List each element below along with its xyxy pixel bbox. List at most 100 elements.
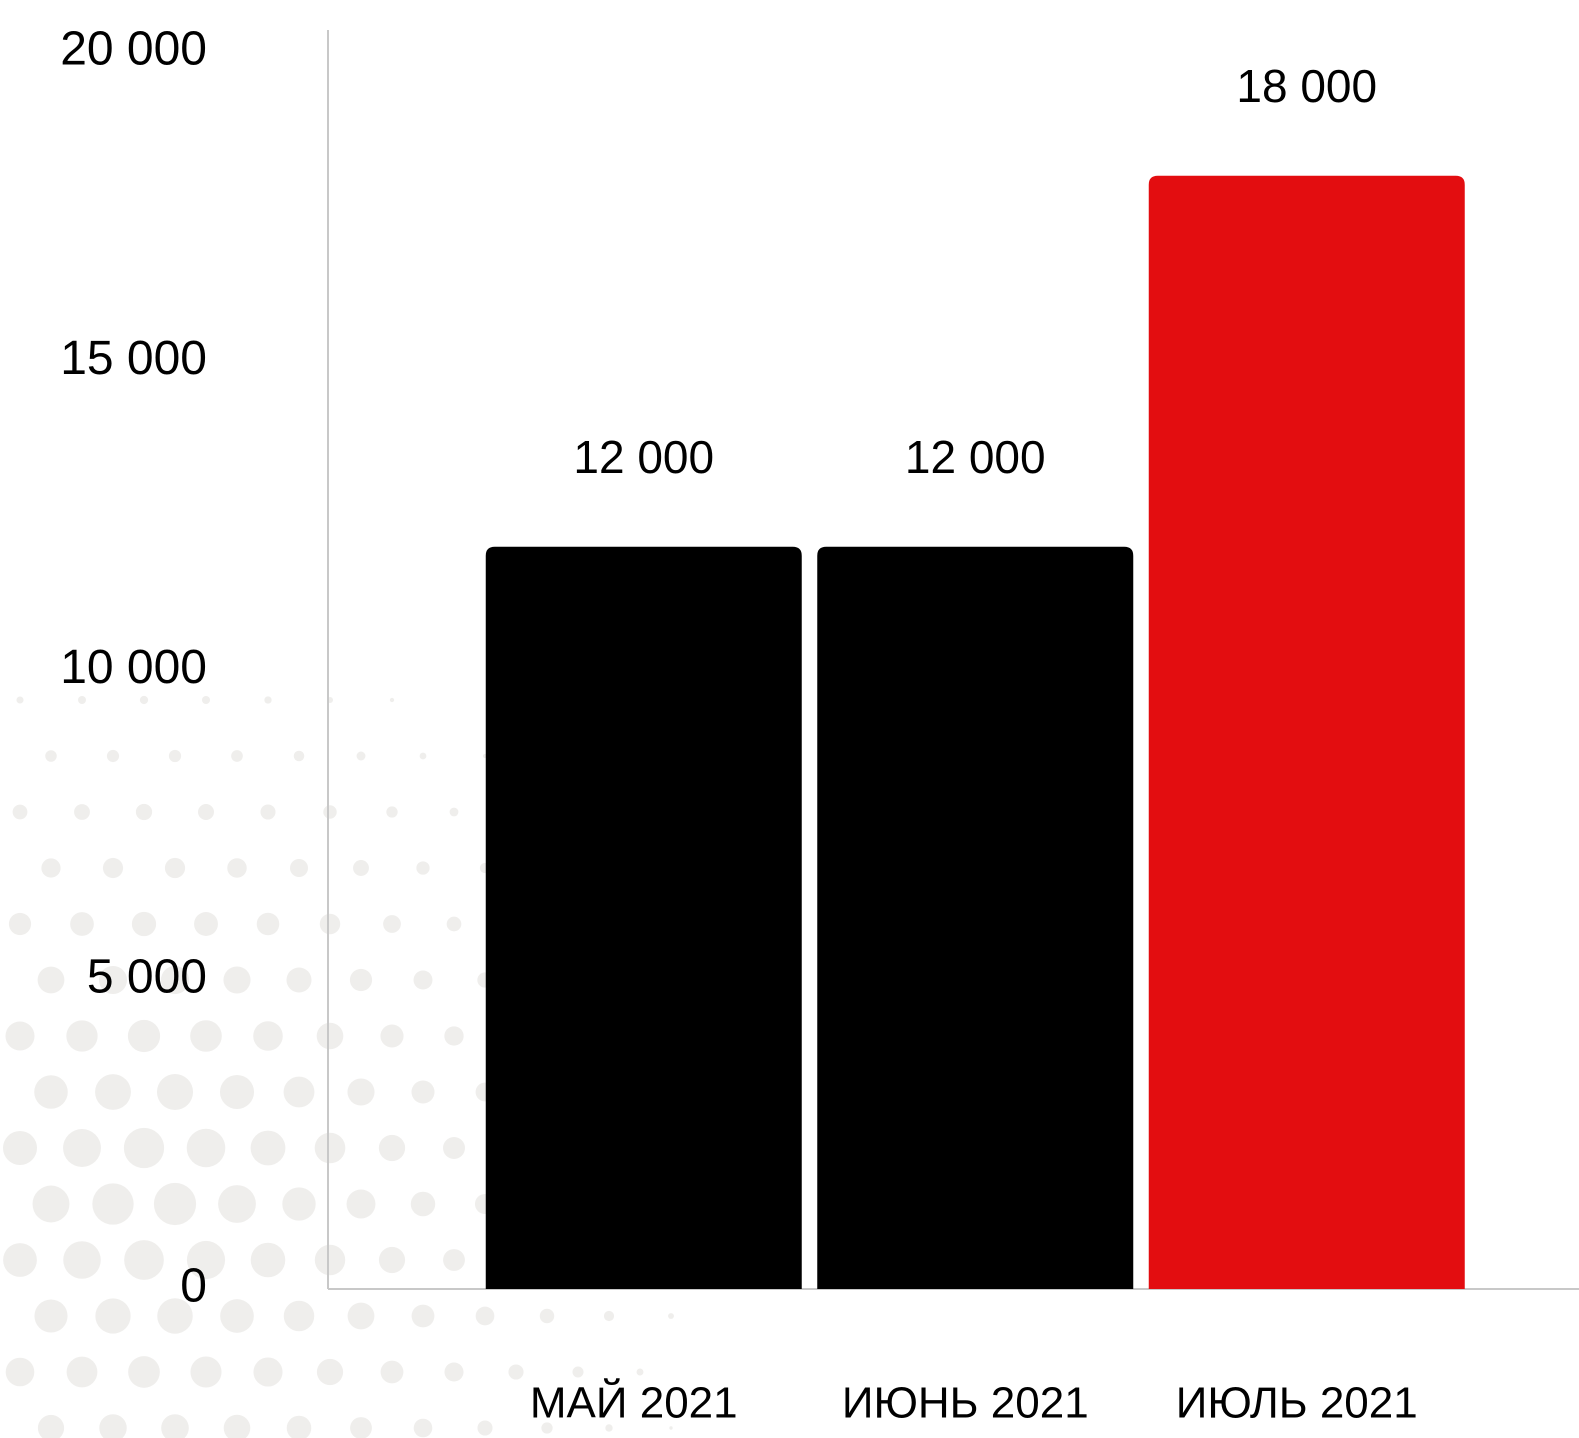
bg-dot: [636, 1368, 644, 1376]
bg-dot: [443, 1137, 465, 1159]
bg-dot: [128, 1356, 160, 1388]
bg-dot: [386, 806, 398, 818]
bg-dot: [70, 912, 94, 936]
bg-dot: [286, 967, 312, 993]
bg-dot: [316, 1022, 344, 1050]
bg-dot: [106, 749, 120, 763]
bg-dot: [410, 1191, 436, 1217]
bg-dot: [164, 857, 186, 879]
bg-dot: [446, 916, 462, 932]
bg-dot: [668, 1313, 674, 1319]
bg-dot: [347, 1302, 375, 1330]
bg-dot: [8, 912, 32, 936]
background-dots: [3, 695, 705, 1438]
bg-dot: [12, 804, 28, 820]
bg-dot: [256, 912, 280, 936]
bg-dot: [219, 1074, 255, 1110]
bg-dot: [231, 750, 243, 762]
bg-dot: [198, 804, 214, 820]
bg-dot: [282, 1187, 316, 1221]
bg-dot: [34, 1299, 68, 1333]
bg-dot: [32, 1185, 70, 1223]
bg-dot: [190, 1020, 222, 1052]
bg-dot: [389, 697, 395, 703]
y-tick-label: 5 000: [87, 950, 207, 1003]
bg-dot: [160, 965, 190, 995]
bg-dot: [286, 1415, 312, 1438]
bg-dot: [346, 1189, 376, 1219]
bg-dot: [314, 1132, 346, 1164]
bg-dot: [157, 1298, 193, 1334]
bg-dot: [283, 1300, 315, 1332]
bg-dot: [161, 1414, 189, 1438]
bg-dot: [5, 1021, 35, 1051]
bg-dot: [16, 696, 24, 704]
x-tick-label: ИЮЛЬ 2021: [1176, 1379, 1418, 1428]
bg-dot: [153, 1182, 197, 1226]
value-label: 18 000: [1236, 60, 1377, 112]
bg-dot: [541, 1422, 553, 1434]
y-tick-label: 10 000: [60, 641, 207, 694]
bg-dot: [314, 1244, 346, 1276]
y-tick-label: 15 000: [60, 332, 207, 385]
bg-dot: [669, 1426, 673, 1430]
bg-dot: [264, 696, 272, 704]
bg-dot: [411, 1304, 435, 1328]
bg-dot: [572, 1366, 584, 1378]
bg-dot: [227, 858, 247, 878]
value-label: 12 000: [905, 431, 1046, 483]
bg-dot: [253, 1357, 283, 1387]
bar: [485, 546, 802, 1289]
bg-dot: [416, 861, 430, 875]
bg-dot: [92, 1183, 134, 1225]
bg-dot: [444, 1362, 464, 1382]
bg-dot: [449, 807, 459, 817]
bg-dot: [605, 1424, 613, 1432]
bg-dot: [413, 970, 433, 990]
bg-dot: [190, 1356, 222, 1388]
bar: [817, 546, 1134, 1289]
bg-dot: [34, 1075, 68, 1109]
bg-dot: [63, 1129, 101, 1167]
bg-dot: [124, 1240, 164, 1280]
bg-dot: [135, 803, 153, 821]
bg-dot: [443, 1249, 465, 1271]
bg-dot: [260, 804, 276, 820]
bg-dot: [127, 1019, 161, 1053]
bg-dot: [186, 1240, 226, 1280]
bg-dot: [316, 1358, 344, 1386]
bg-dot: [411, 1080, 435, 1104]
bg-dot: [539, 1308, 555, 1324]
bg-dot: [283, 1076, 315, 1108]
bg-dot: [378, 1246, 406, 1274]
bg-dot: [250, 1242, 286, 1278]
bg-dot: [156, 1073, 194, 1111]
bg-dot: [131, 911, 157, 937]
bg-dot: [63, 1241, 101, 1279]
bg-dot: [323, 805, 337, 819]
y-tick-label: 0: [180, 1260, 207, 1313]
bg-dot: [444, 1026, 464, 1046]
bg-dot: [95, 1298, 131, 1334]
bg-dot: [475, 1306, 495, 1326]
bg-dot: [347, 1078, 375, 1106]
bg-dot: [3, 1243, 37, 1277]
bg-dot: [253, 1021, 283, 1051]
bg-dot: [223, 966, 251, 994]
bg-dot: [194, 912, 218, 936]
bg-dot: [139, 695, 149, 705]
bg-dot: [477, 1420, 493, 1436]
x-tick-label: МАЙ 2021: [530, 1377, 738, 1428]
bg-dot: [289, 858, 309, 878]
bg-dot: [250, 1130, 286, 1166]
bg-dot: [220, 1299, 254, 1333]
bg-dot: [353, 860, 369, 876]
bg-dot: [419, 752, 427, 760]
x-tick-label: ИЮНЬ 2021: [842, 1379, 1089, 1428]
bg-dot: [413, 1418, 433, 1438]
bg-dot: [45, 750, 57, 762]
bg-dot: [37, 966, 65, 994]
bg-dot: [380, 1360, 404, 1384]
bg-dot: [66, 1020, 98, 1052]
